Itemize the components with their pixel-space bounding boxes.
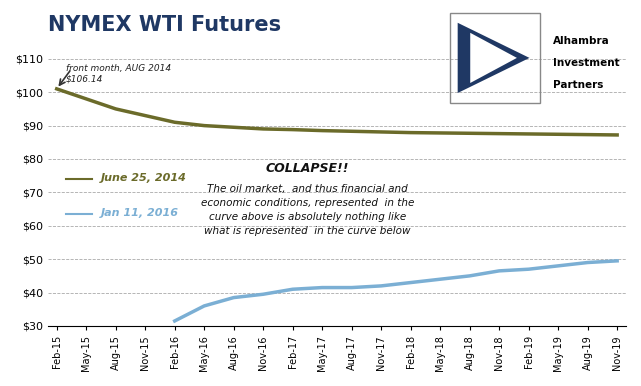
Text: Partners: Partners [553, 80, 603, 90]
Text: Alhambra: Alhambra [553, 36, 610, 46]
Polygon shape [458, 23, 529, 93]
Text: front month, AUG 2014
$106.14: front month, AUG 2014 $106.14 [65, 64, 171, 83]
Text: The oil market,  and thus financial and
economic conditions, represented  in the: The oil market, and thus financial and e… [201, 184, 414, 236]
Text: COLLAPSE!!: COLLAPSE!! [265, 163, 349, 175]
Text: NYMEX WTI Futures: NYMEX WTI Futures [48, 15, 281, 35]
Polygon shape [470, 33, 517, 83]
Text: Jan 11, 2016: Jan 11, 2016 [101, 208, 179, 218]
Text: Investment: Investment [553, 58, 619, 68]
Text: June 25, 2014: June 25, 2014 [101, 173, 187, 183]
